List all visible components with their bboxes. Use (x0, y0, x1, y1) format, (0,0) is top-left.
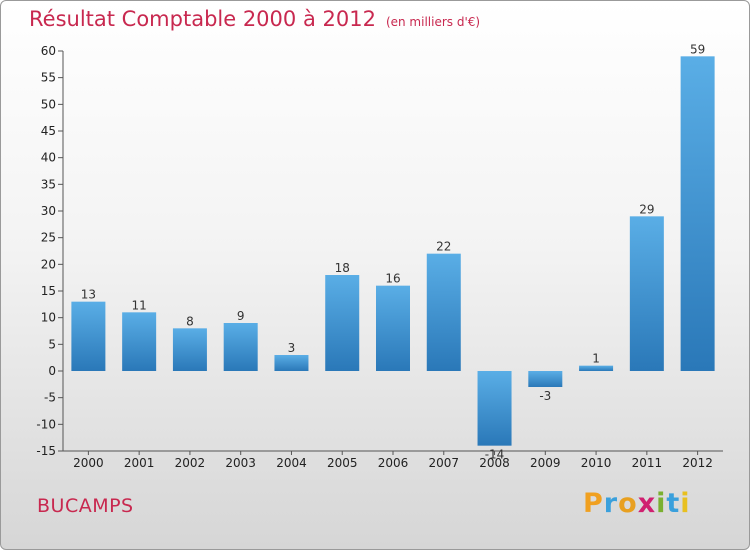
y-tick-label: 30 (41, 204, 56, 218)
bar (376, 285, 410, 371)
logo-letter: P (583, 488, 604, 519)
x-tick-label: 2012 (682, 456, 713, 470)
chart-title: Résultat Comptable 2000 à 2012 (en millie… (29, 7, 481, 31)
bar (274, 355, 309, 371)
x-tick-label: 2001 (124, 456, 155, 470)
y-tick-label: 5 (48, 337, 56, 351)
value-label: 1 (592, 352, 600, 366)
x-tick-label: 2004 (276, 456, 307, 470)
x-tick-label: 2003 (225, 456, 256, 470)
y-tick-label: -5 (44, 391, 56, 405)
y-tick-label: 25 (41, 231, 56, 245)
bar (579, 365, 614, 371)
bar (325, 275, 360, 371)
bar (71, 301, 106, 371)
value-label: 8 (186, 314, 194, 328)
logo-letter: x (637, 488, 657, 519)
value-label: 16 (385, 272, 400, 286)
logo-letter: t (666, 488, 681, 519)
commune-name: BUCAMPS (37, 495, 134, 517)
value-label: 18 (335, 261, 350, 275)
y-tick-label: 40 (41, 151, 56, 165)
y-tick-label: -15 (36, 444, 56, 458)
y-tick-label: -10 (36, 417, 56, 431)
proxiti-logo: Proxiti (583, 488, 691, 519)
x-tick-label: 2000 (73, 456, 104, 470)
x-tick-label: 2008 (479, 456, 510, 470)
value-label: 13 (81, 288, 96, 302)
y-tick-label: 50 (41, 97, 56, 111)
value-label: 59 (690, 42, 705, 56)
value-label: 3 (288, 341, 296, 355)
bar (477, 371, 512, 446)
y-tick-label: 15 (41, 284, 56, 298)
value-label: 22 (436, 240, 451, 254)
y-tick-label: 35 (41, 177, 56, 191)
x-tick-label: 2005 (327, 456, 358, 470)
bar (629, 216, 664, 371)
x-tick-label: 2006 (378, 456, 409, 470)
y-tick-label: 55 (41, 71, 56, 85)
value-label: 29 (639, 202, 654, 216)
value-label: -3 (539, 389, 551, 403)
y-tick-label: 60 (41, 44, 56, 58)
bar (223, 323, 258, 371)
x-tick-label: 2002 (175, 456, 206, 470)
x-tick-label: 2010 (581, 456, 612, 470)
y-tick-label: 45 (41, 124, 56, 138)
y-tick-label: 0 (48, 364, 56, 378)
value-label: 11 (132, 298, 147, 312)
bar (680, 56, 715, 371)
bar (426, 253, 461, 371)
logo-letter: r (603, 488, 619, 519)
y-tick-label: 20 (41, 257, 56, 271)
chart-subtitle: (en milliers d'€) (385, 15, 481, 29)
logo-letter: i (680, 488, 691, 519)
logo-letter: o (618, 488, 638, 519)
bar (172, 328, 207, 371)
logo-letter: i (656, 488, 667, 519)
bar (528, 371, 563, 387)
y-tick-label: 10 (41, 311, 56, 325)
x-tick-label: 2011 (632, 456, 663, 470)
bar (122, 312, 157, 371)
value-label: -14 (485, 448, 505, 462)
x-tick-label: 2009 (530, 456, 561, 470)
x-tick-label: 2007 (428, 456, 459, 470)
value-label: 9 (237, 309, 245, 323)
